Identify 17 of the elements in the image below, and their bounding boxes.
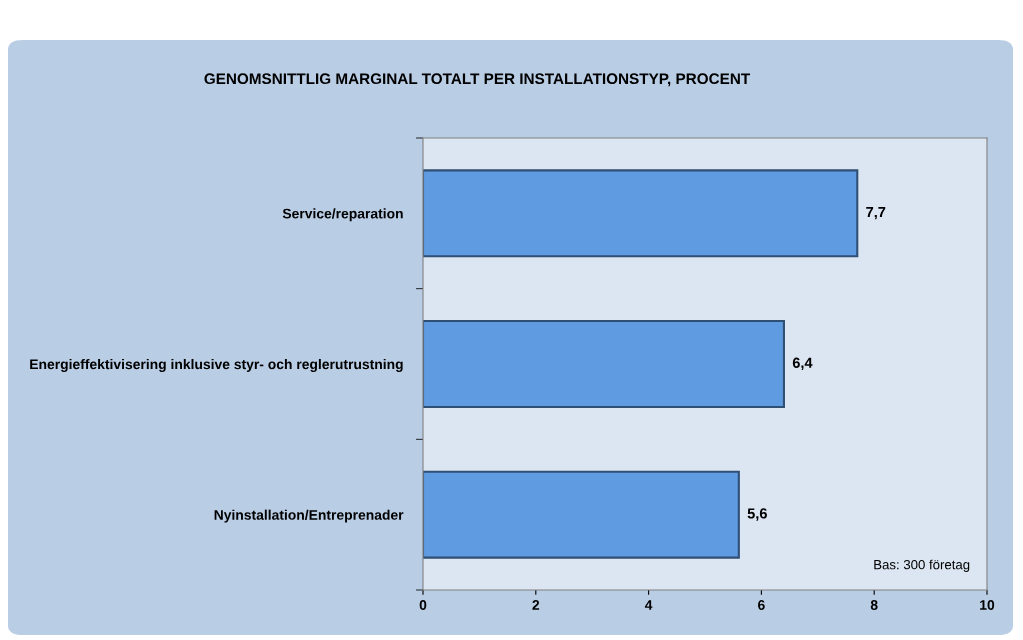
y-tick-label: Energieffektivisering inklusive styr- och reglerutrustning bbox=[30, 358, 403, 372]
bar bbox=[423, 470, 740, 559]
x-tick-label: 6 bbox=[758, 600, 765, 610]
chart-title: GENOMSNITTLIG MARGINAL TOTALT PER INSTALLATIONSTYP, PROCENT bbox=[204, 73, 751, 87]
y-tick-label: Service/reparation bbox=[282, 208, 403, 222]
x-tick-label: 2 bbox=[532, 600, 540, 610]
x-tick-label: 4 bbox=[644, 600, 653, 610]
bar bbox=[423, 320, 785, 408]
x-tick-label: 0 bbox=[419, 600, 427, 610]
bar bbox=[423, 169, 859, 258]
x-tick-label: 8 bbox=[870, 600, 878, 610]
annotation: Bas: 300 företag bbox=[874, 559, 970, 572]
x-tick-label: 10 bbox=[980, 600, 995, 610]
y-tick-label: Nyinstallation/Entreprenader bbox=[214, 509, 404, 523]
data-label: 5,6 bbox=[747, 508, 767, 521]
data-label: 7,7 bbox=[866, 207, 886, 220]
data-label: 6,4 bbox=[792, 357, 813, 371]
